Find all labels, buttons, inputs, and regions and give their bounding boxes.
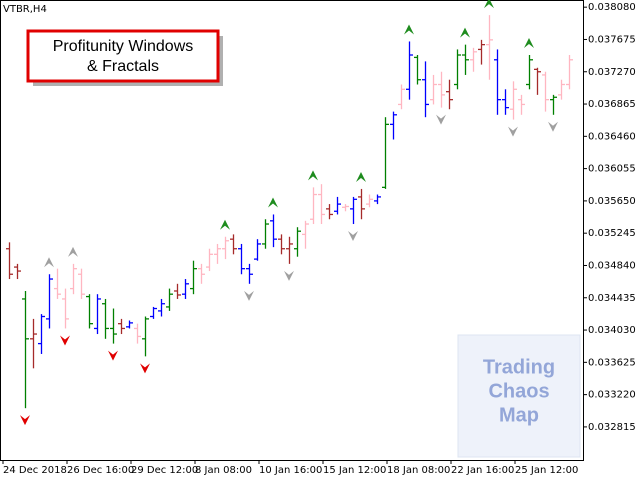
fractal-up [460, 27, 470, 38]
y-tick-label: 0.036460 [588, 131, 636, 142]
watermark-text: Chaos [488, 380, 549, 402]
chart-title: VTBR,H4 [3, 4, 47, 15]
fractal-down [108, 350, 118, 361]
y-tick-label: 0.037270 [588, 67, 636, 78]
annotation-text: Profitunity Windows [53, 38, 194, 55]
fractal-up [524, 38, 534, 49]
x-tick-label: 15 Jan 12:00 [323, 465, 386, 476]
x-tick-label: 10 Jan 16:00 [259, 465, 322, 476]
fractal-down [436, 114, 446, 125]
y-tick-label: 0.034435 [588, 293, 636, 304]
fractal-down [508, 126, 518, 137]
fractal-down [548, 121, 558, 132]
y-tick-label: 0.032815 [588, 422, 636, 433]
x-tick-label: 24 Dec 2018 [3, 465, 67, 476]
x-tick-label: 25 Jan 12:00 [515, 465, 578, 476]
watermark-box [457, 334, 581, 458]
y-tick-label: 0.033625 [588, 357, 636, 368]
fractal-up [308, 170, 318, 181]
fractal-up [404, 24, 414, 35]
fractal-down [348, 231, 358, 242]
x-tick-label: 18 Jan 08:00 [387, 465, 450, 476]
x-tick-label: 22 Jan 16:00 [451, 465, 514, 476]
y-tick-label: 0.038080 [588, 2, 636, 13]
watermark-text: Trading [483, 356, 555, 378]
fractal-down [244, 290, 254, 301]
y-tick-label: 0.037675 [588, 34, 636, 45]
y-tick-label: 0.035245 [588, 228, 636, 239]
y-tick-label: 0.034840 [588, 260, 636, 271]
fractal-up [484, 0, 494, 9]
fractal-down [284, 270, 294, 281]
fractal-up [220, 219, 230, 230]
annotation-box [26, 29, 220, 83]
y-tick-label: 0.033220 [588, 390, 636, 401]
fractal-up [268, 197, 278, 208]
fractal-up [356, 171, 366, 182]
fractal-up [44, 257, 54, 268]
y-tick-label: 0.035650 [588, 196, 636, 207]
x-tick-label: 8 Jan 08:00 [195, 465, 252, 476]
annotation-text: & Fractals [87, 58, 159, 75]
fractal-down [60, 335, 70, 346]
y-tick-label: 0.036865 [588, 99, 636, 110]
fractal-up [68, 246, 78, 257]
x-tick-label: 29 Dec 12:00 [131, 465, 198, 476]
y-tick-label: 0.036055 [588, 164, 636, 175]
x-tick-label: 26 Dec 16:00 [67, 465, 134, 476]
watermark-text: Map [499, 404, 539, 426]
y-tick-label: 0.034030 [588, 325, 636, 336]
fractal-down [20, 415, 30, 426]
fractal-down [140, 363, 150, 374]
